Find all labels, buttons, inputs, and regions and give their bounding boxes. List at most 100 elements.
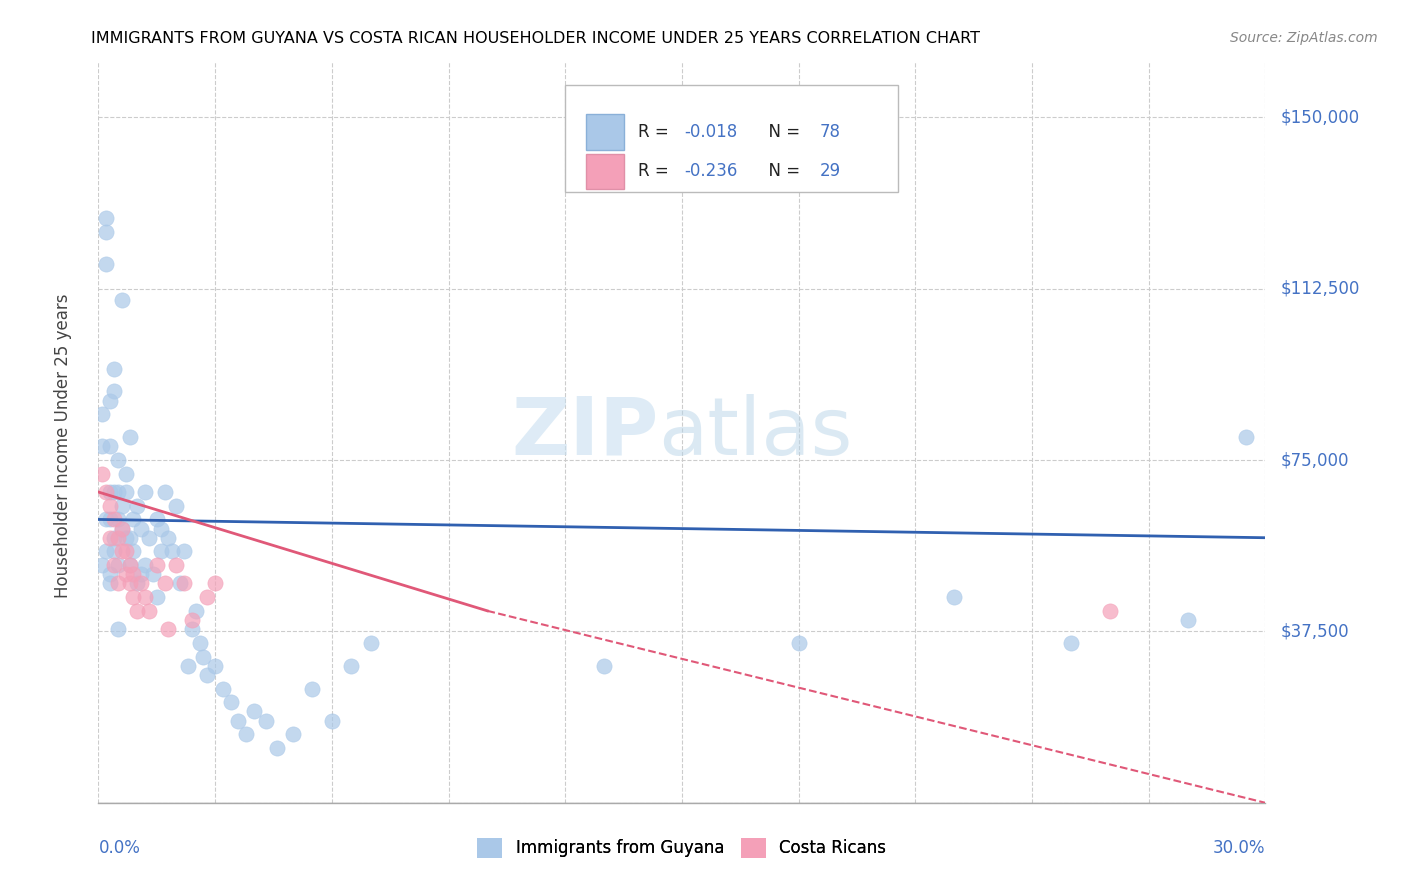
Point	[98, 512, 121, 526]
Point	[149, 544, 172, 558]
Point	[96, 544, 118, 558]
Point	[173, 544, 195, 558]
Point	[114, 544, 136, 558]
Point	[96, 256, 118, 270]
Point	[180, 613, 202, 627]
Point	[134, 485, 156, 500]
Point	[107, 485, 129, 500]
Legend: Immigrants from Guyana, Costa Ricans: Immigrants from Guyana, Costa Ricans	[471, 831, 893, 865]
Point	[118, 430, 141, 444]
Point	[118, 558, 141, 573]
Point	[107, 622, 129, 636]
Point	[146, 558, 169, 573]
Point	[142, 567, 165, 582]
Point	[103, 512, 125, 526]
Point	[98, 576, 121, 591]
Point	[91, 467, 114, 481]
Point	[195, 668, 218, 682]
Point	[360, 636, 382, 650]
Point	[184, 604, 207, 618]
Text: -0.236: -0.236	[685, 162, 738, 180]
Point	[254, 714, 277, 728]
Text: 30.0%: 30.0%	[1213, 839, 1265, 857]
Point	[134, 590, 156, 604]
Point	[107, 558, 129, 573]
Point	[111, 522, 134, 536]
Text: N =: N =	[758, 123, 806, 141]
Point	[146, 512, 169, 526]
Point	[127, 499, 149, 513]
Point	[149, 522, 172, 536]
Point	[118, 531, 141, 545]
Point	[153, 485, 176, 500]
Text: -0.018: -0.018	[685, 123, 738, 141]
Point	[204, 658, 226, 673]
Text: IMMIGRANTS FROM GUYANA VS COSTA RICAN HOUSEHOLDER INCOME UNDER 25 YEARS CORRELAT: IMMIGRANTS FROM GUYANA VS COSTA RICAN HO…	[91, 31, 980, 46]
Point	[1098, 604, 1121, 618]
Text: R =: R =	[637, 162, 673, 180]
Point	[111, 522, 134, 536]
Point	[129, 567, 152, 582]
Point	[114, 467, 136, 481]
Point	[96, 485, 118, 500]
Point	[127, 604, 149, 618]
Point	[98, 485, 121, 500]
Point	[212, 681, 235, 696]
Point	[787, 636, 810, 650]
Point	[266, 741, 288, 756]
Point	[943, 590, 966, 604]
Text: N =: N =	[758, 162, 806, 180]
Point	[103, 531, 125, 545]
Point	[122, 544, 145, 558]
Point	[111, 293, 134, 307]
Point	[91, 558, 114, 573]
FancyBboxPatch shape	[586, 114, 624, 150]
Point	[107, 453, 129, 467]
Point	[96, 225, 118, 239]
Point	[98, 393, 121, 408]
Point	[188, 636, 211, 650]
Point	[98, 439, 121, 453]
FancyBboxPatch shape	[565, 85, 898, 192]
Text: atlas: atlas	[658, 393, 853, 472]
Point	[96, 512, 118, 526]
Point	[1177, 613, 1199, 627]
Text: Householder Income Under 25 years: Householder Income Under 25 years	[55, 293, 72, 599]
Text: R =: R =	[637, 123, 673, 141]
Point	[127, 576, 149, 591]
Text: Source: ZipAtlas.com: Source: ZipAtlas.com	[1230, 31, 1378, 45]
Point	[228, 714, 250, 728]
Point	[107, 576, 129, 591]
Point	[162, 544, 184, 558]
Point	[169, 576, 191, 591]
Point	[103, 544, 125, 558]
Point	[173, 576, 195, 591]
Point	[98, 567, 121, 582]
Point	[111, 544, 134, 558]
Point	[1060, 636, 1083, 650]
Point	[103, 485, 125, 500]
Text: $75,000: $75,000	[1281, 451, 1350, 469]
Point	[98, 499, 121, 513]
Point	[114, 567, 136, 582]
Point	[157, 531, 180, 545]
Point	[593, 658, 616, 673]
Point	[138, 604, 160, 618]
Point	[129, 576, 152, 591]
Text: 29: 29	[820, 162, 841, 180]
Point	[134, 558, 156, 573]
Point	[193, 649, 215, 664]
Point	[146, 590, 169, 604]
Point	[122, 512, 145, 526]
Point	[157, 622, 180, 636]
Text: $37,500: $37,500	[1281, 623, 1350, 640]
Point	[235, 727, 257, 741]
Point	[340, 658, 363, 673]
Point	[91, 439, 114, 453]
Point	[103, 558, 125, 573]
Point	[118, 558, 141, 573]
Point	[129, 522, 152, 536]
Text: 0.0%: 0.0%	[98, 839, 141, 857]
Point	[165, 499, 187, 513]
Point	[122, 567, 145, 582]
